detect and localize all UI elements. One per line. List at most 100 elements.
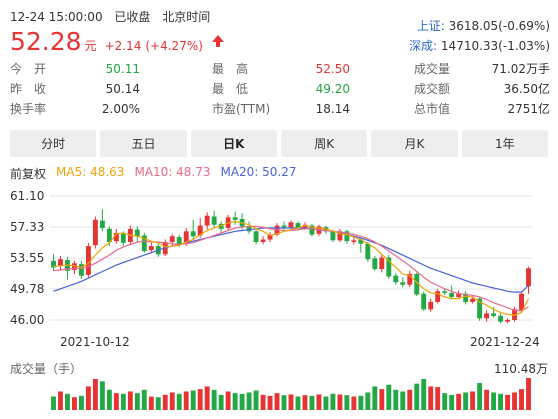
up-arrow-icon [211,33,225,52]
volume-bar [169,392,175,410]
period-tabs: 分时 五日 日K 周K 月K 1年 [10,130,548,157]
volume-bar [58,391,63,410]
volume-bar [470,391,476,410]
volume-bar [155,397,161,410]
volume-bar [183,391,189,410]
candle-body [120,233,126,243]
price-change: +2.14 [104,39,142,53]
stat-value-turnover-amount: 36.50亿 [503,82,550,96]
candle-body [365,243,371,260]
candle-body [72,263,77,270]
candle-body [169,236,175,242]
volume-bar [295,396,301,410]
volume-bar [414,383,420,410]
volume-bar [505,394,510,410]
y-tick-label: 46.00 [10,313,44,327]
candle-body [288,222,294,228]
candle-body [337,231,343,241]
tab-five-day[interactable]: 五日 [100,130,187,157]
y-tick-label: 53.55 [10,251,44,265]
price-row: 52.28 元 +2.14 (+4.27%) [10,27,225,57]
candle-body [491,313,497,316]
volume-bar [379,389,385,410]
volume-bar [246,392,252,410]
stat-label: 最 低 [212,82,249,96]
stat-value-open: 50.11 [105,62,140,76]
candle-body [519,293,524,311]
volume-bar [65,393,70,410]
stat-label: 最 高 [212,62,249,76]
ma5-line [53,220,530,316]
candle-body [414,274,420,295]
volume-bar [386,384,392,410]
volume-bar [316,394,322,410]
volume-bar [484,389,490,410]
candle-body [99,220,105,229]
stat-value-volume: 71.02万手 [491,62,550,76]
y-tick-label: 57.33 [10,220,44,234]
volume-bar [190,390,196,410]
volume-bar [85,386,91,410]
volume-bar [330,393,336,410]
ma20-line [53,227,529,293]
stat-label: 总市值 [414,102,451,116]
candle-body [526,268,531,287]
candle-body [204,215,210,226]
stat-label: 昨 收 [10,82,47,96]
tab-daily-k[interactable]: 日K [190,130,277,157]
volume-bar [225,391,231,410]
candle-body [421,293,427,310]
tab-one-year[interactable]: 1年 [461,130,548,157]
current-price: 52.28 [10,27,82,56]
stat-value-prev-close: 50.14 [105,82,140,96]
candle-body [232,217,238,220]
volume-bar [526,378,531,410]
tab-weekly-k[interactable]: 周K [280,130,368,157]
candle-body [197,225,203,236]
volume-bar [267,395,273,410]
candle-body [78,264,84,276]
tab-monthly-k[interactable]: 月K [371,130,458,157]
volume-bar [428,386,434,410]
timezone-label: 北京时间 [162,10,211,24]
candle-body [85,246,91,275]
volume-bar [134,393,140,410]
y-tick-label: 49.78 [10,282,44,296]
volume-bar [393,389,399,410]
candle-body [344,231,350,242]
stat-value-high: 52.50 [315,62,350,76]
ma10-line [53,225,529,312]
volume-bar [491,392,497,410]
volume-bar [358,395,364,410]
volume-bar [274,393,280,410]
candle-body [148,246,154,251]
volume-bar [239,393,245,410]
candle-body [477,298,483,319]
volume-bar [302,395,308,410]
volume-bar [281,395,287,410]
volume-bar [120,393,126,410]
volume-bar [519,389,524,410]
index-name: 上证: [416,19,445,33]
stat-label: 成交量 [414,62,451,76]
y-tick-label: 61.10 [10,189,44,203]
index-shenzhen[interactable]: 深成: 14710.33(-1.03%) [409,37,550,54]
candle-body [484,313,490,319]
price-change-pct: (+4.27%) [145,39,203,53]
volume-bar [232,393,238,410]
stat-label: 市盈(TTM) [212,102,271,116]
volume-bar [456,393,462,410]
index-shanghai[interactable]: 上证: 3618.05(-0.69%) [417,17,550,34]
candle-body [253,231,259,242]
adjust-mode[interactable]: 前复权 [10,167,47,181]
candle-body [372,258,378,270]
tab-intraday[interactable]: 分时 [10,130,97,157]
volume-bar [442,393,448,410]
volume-bar [141,389,147,410]
volume-bar [323,396,329,410]
candle-body [470,298,476,302]
candle-body [435,291,441,302]
volume-bar [407,389,413,410]
stat-label: 成交额 [414,82,451,96]
